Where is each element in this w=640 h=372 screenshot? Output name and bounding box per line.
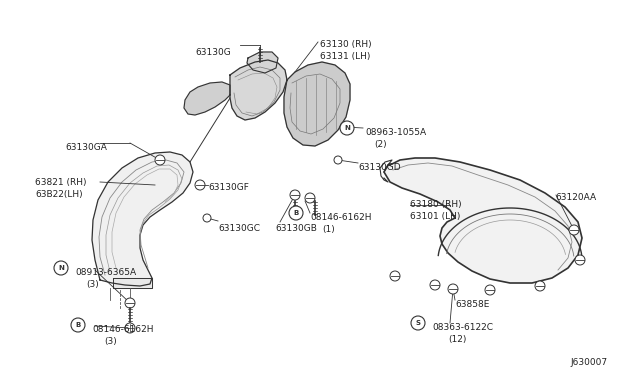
Text: N: N — [344, 125, 350, 131]
Circle shape — [569, 225, 579, 235]
Text: 08146-6162H: 08146-6162H — [310, 213, 371, 222]
Text: 63130GB: 63130GB — [275, 224, 317, 233]
Polygon shape — [184, 82, 230, 115]
Text: 63130 (RH): 63130 (RH) — [320, 40, 372, 49]
Text: S: S — [415, 320, 420, 326]
Text: 63130GD: 63130GD — [358, 163, 401, 172]
Circle shape — [340, 121, 354, 135]
Text: 63B22(LH): 63B22(LH) — [35, 190, 83, 199]
Circle shape — [71, 318, 85, 332]
Circle shape — [430, 280, 440, 290]
Text: 63120AA: 63120AA — [555, 193, 596, 202]
Circle shape — [203, 214, 211, 222]
Circle shape — [485, 285, 495, 295]
Text: N: N — [58, 265, 64, 271]
Text: 08363-6122C: 08363-6122C — [432, 323, 493, 332]
Polygon shape — [113, 278, 152, 288]
Text: 63101 (LH): 63101 (LH) — [410, 212, 460, 221]
Circle shape — [54, 261, 68, 275]
Text: 63130GA: 63130GA — [65, 143, 107, 152]
Text: (1): (1) — [322, 225, 335, 234]
Circle shape — [305, 193, 315, 203]
Circle shape — [125, 298, 135, 308]
Text: B: B — [293, 210, 299, 216]
Text: 63130G: 63130G — [195, 48, 231, 57]
Text: 63821 (RH): 63821 (RH) — [35, 178, 86, 187]
Polygon shape — [230, 60, 287, 120]
Text: 63180 (RH): 63180 (RH) — [410, 200, 461, 209]
Text: 08963-1055A: 08963-1055A — [365, 128, 426, 137]
Text: 63131 (LH): 63131 (LH) — [320, 52, 371, 61]
Circle shape — [334, 156, 342, 164]
Polygon shape — [384, 158, 582, 283]
Text: J630007: J630007 — [570, 358, 607, 367]
Circle shape — [390, 271, 400, 281]
Text: (12): (12) — [448, 335, 467, 344]
Text: 63130GC: 63130GC — [218, 224, 260, 233]
Text: 63858E: 63858E — [455, 300, 490, 309]
Circle shape — [289, 206, 303, 220]
Text: (3): (3) — [86, 280, 99, 289]
Circle shape — [535, 281, 545, 291]
Circle shape — [195, 180, 205, 190]
Circle shape — [340, 122, 350, 132]
Text: (2): (2) — [374, 140, 387, 149]
Text: (3): (3) — [104, 337, 116, 346]
Circle shape — [411, 316, 425, 330]
Text: 08146-6162H: 08146-6162H — [92, 325, 154, 334]
Circle shape — [575, 255, 585, 265]
Polygon shape — [92, 152, 193, 286]
Circle shape — [125, 323, 135, 333]
Polygon shape — [284, 62, 350, 146]
Circle shape — [290, 190, 300, 200]
Circle shape — [155, 155, 165, 165]
Polygon shape — [247, 52, 278, 73]
Text: 08913-6365A: 08913-6365A — [75, 268, 136, 277]
Text: B: B — [76, 322, 81, 328]
Text: 63130GF: 63130GF — [208, 183, 249, 192]
Circle shape — [448, 284, 458, 294]
